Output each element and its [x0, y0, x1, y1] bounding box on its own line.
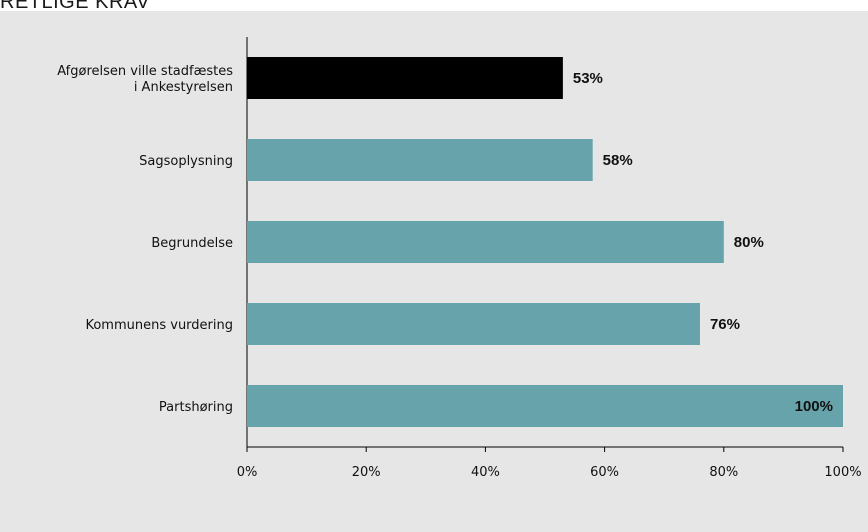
value-label: 76%: [710, 316, 740, 333]
category-labels: Afgørelsen ville stadfæstes i Ankestyrels…: [57, 64, 233, 415]
bar: [247, 57, 563, 99]
category-label: Partshøring: [159, 400, 233, 415]
x-tick-labels: 0% 20% 40% 60% 80% 100%: [237, 465, 862, 480]
category-label-line: Partshøring: [159, 400, 233, 415]
x-tick-label: 40%: [471, 465, 500, 480]
bars: [247, 57, 843, 427]
x-tick-label: 100%: [824, 465, 861, 480]
x-tick-label: 60%: [590, 465, 619, 480]
x-tick-label: 20%: [352, 465, 381, 480]
value-label: 100%: [795, 398, 833, 415]
value-labels: 53% 58% 80% 76% 100%: [573, 70, 833, 415]
value-label: 53%: [573, 70, 603, 87]
category-label: Kommunens vurdering: [85, 318, 233, 333]
category-label-line: i Ankestyrelsen: [134, 80, 233, 95]
bar: [247, 385, 843, 427]
category-label-line: Afgørelsen ville stadfæstes: [57, 64, 233, 79]
category-label: Sagsoplysning: [139, 154, 233, 169]
category-label: Afgørelsen ville stadfæstes i Ankestyrels…: [57, 64, 233, 95]
category-label-line: Begrundelse: [151, 236, 233, 251]
category-label-line: Kommunens vurdering: [85, 318, 233, 333]
value-label: 58%: [603, 152, 633, 169]
bar: [247, 139, 593, 181]
category-label-line: Sagsoplysning: [139, 154, 233, 169]
x-tick-label: 0%: [237, 465, 258, 480]
x-tick-label: 80%: [709, 465, 738, 480]
category-label: Begrundelse: [151, 236, 233, 251]
value-label: 80%: [734, 234, 764, 251]
bar: [247, 303, 700, 345]
chart-title: RETLIGE KRAV: [0, 0, 151, 13]
bar: [247, 221, 724, 263]
